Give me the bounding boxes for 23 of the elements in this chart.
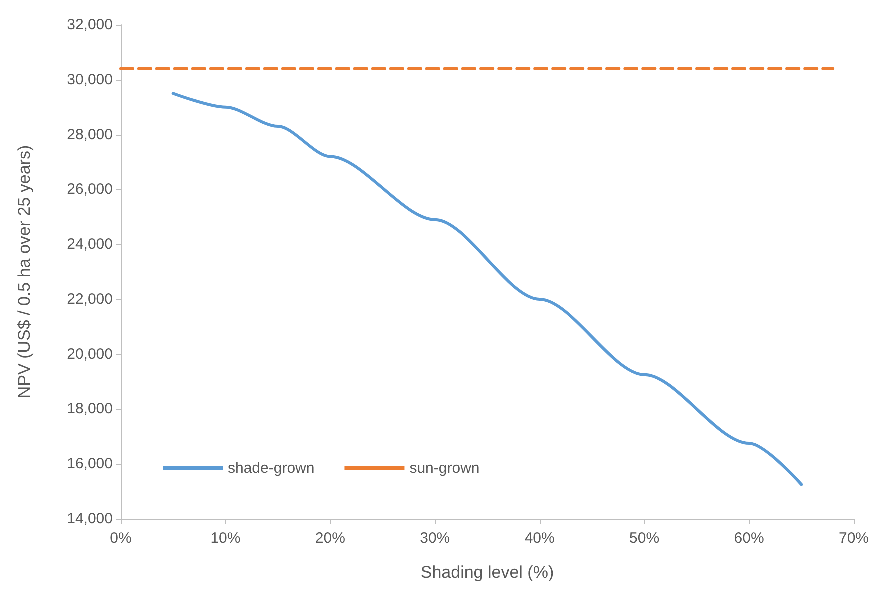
line-series <box>172 92 804 486</box>
x-tick-label: 70% <box>838 530 870 547</box>
x-tick-label: 0% <box>110 530 132 547</box>
y-tick-label: 24,000 <box>67 236 113 254</box>
x-tick-label: 60% <box>734 530 764 547</box>
y-tick-label: 32,000 <box>67 16 113 34</box>
legend-label: shade-grown <box>228 460 315 477</box>
x-axis-title: Shading level (%) <box>420 563 554 582</box>
x-tick-label: 50% <box>630 530 660 547</box>
y-tick-label: 28,000 <box>67 126 113 144</box>
y-tick-label: 20,000 <box>67 346 113 363</box>
x-tick-label: 20% <box>315 530 346 547</box>
y-axis-title: NPV (US$ / 0.5 ha over 25 years) <box>15 145 34 399</box>
y-tick-label: 22,000 <box>67 290 113 308</box>
y-tick-label: 26,000 <box>67 181 113 198</box>
legend-label: sun-grown <box>410 460 480 477</box>
x-tick-label: 30% <box>420 530 450 547</box>
y-tick-label: 30,000 <box>67 71 113 88</box>
x-tick-label: 10% <box>210 530 241 547</box>
y-tick-label: 16,000 <box>67 456 113 473</box>
x-tick-label: 40% <box>524 530 555 547</box>
y-tick-label: 18,000 <box>67 400 113 418</box>
y-tick-label: 14,000 <box>67 510 113 528</box>
